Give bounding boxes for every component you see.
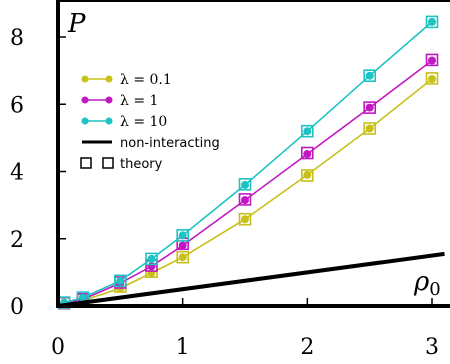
legend-label: non-interacting (120, 136, 220, 151)
legend-label: λ = 10 (120, 114, 167, 130)
data-point (365, 71, 374, 80)
data-point (116, 276, 125, 285)
y-tick-label: 8 (10, 26, 24, 51)
theory-marker (176, 250, 189, 264)
legend-label: λ = 1 (120, 93, 158, 109)
theory-marker (363, 122, 377, 135)
y-tick-label: 2 (10, 228, 24, 253)
legend-marker (102, 157, 114, 169)
data-point (178, 231, 187, 240)
data-point (147, 254, 156, 263)
data-point (428, 17, 436, 26)
series-line-0 (64, 78, 433, 305)
data-point (241, 180, 249, 189)
theory-marker (145, 252, 158, 266)
data-point (241, 196, 249, 205)
data-point (147, 262, 156, 271)
theory-marker (300, 146, 314, 160)
x-tick-label: 0 (51, 335, 65, 360)
data-point (303, 127, 312, 136)
theory-marker (425, 53, 439, 67)
x-tick-label: 2 (300, 335, 314, 360)
data-point (78, 293, 87, 302)
theory-marker (238, 212, 252, 226)
theory-marker (176, 229, 189, 242)
legend-marker (105, 96, 113, 104)
y-tick-label: 0 (10, 295, 24, 320)
theory-marker (238, 193, 252, 206)
theory-marker (114, 274, 127, 288)
y-tick-label: 6 (10, 93, 24, 118)
x-tick-label: 1 (176, 335, 190, 360)
plot-layer (57, 15, 445, 310)
data-point (303, 150, 312, 158)
plot-frame (56, 0, 450, 308)
theory-marker (363, 69, 377, 82)
legend-label: λ = 0.1 (120, 72, 172, 88)
legend-marker (81, 96, 89, 104)
legend: λ = 0.1 λ = 1 λ = 10 non-interacting theory (80, 72, 220, 172)
theory-marker (300, 169, 314, 182)
theory-marker (425, 72, 439, 85)
theory-marker (363, 101, 377, 114)
data-point (428, 56, 436, 65)
y-tick-label: 4 (10, 161, 24, 186)
theory-marker (425, 15, 439, 29)
theory-marker (300, 124, 314, 138)
data-point (303, 170, 312, 179)
data-point (178, 241, 187, 250)
legend-label: theory (120, 157, 163, 172)
legend-marker (81, 75, 89, 83)
data-point (428, 75, 436, 83)
x-axis-symbol: ρ0 (413, 267, 441, 300)
legend-marker (80, 157, 92, 169)
data-point (241, 215, 249, 224)
data-point (178, 253, 187, 262)
series-line-3 (57, 251, 445, 308)
theory-marker (238, 178, 252, 191)
axes-layer: 0 1 2 3 0 2 4 6 8 (10, 26, 439, 360)
legend-marker (105, 75, 113, 83)
legend-marker (105, 117, 113, 125)
legend-marker (81, 117, 89, 125)
y-axis-symbol: P (67, 9, 86, 39)
data-point (365, 103, 374, 112)
x-tick-label: 3 (425, 335, 439, 360)
data-point (365, 124, 374, 133)
